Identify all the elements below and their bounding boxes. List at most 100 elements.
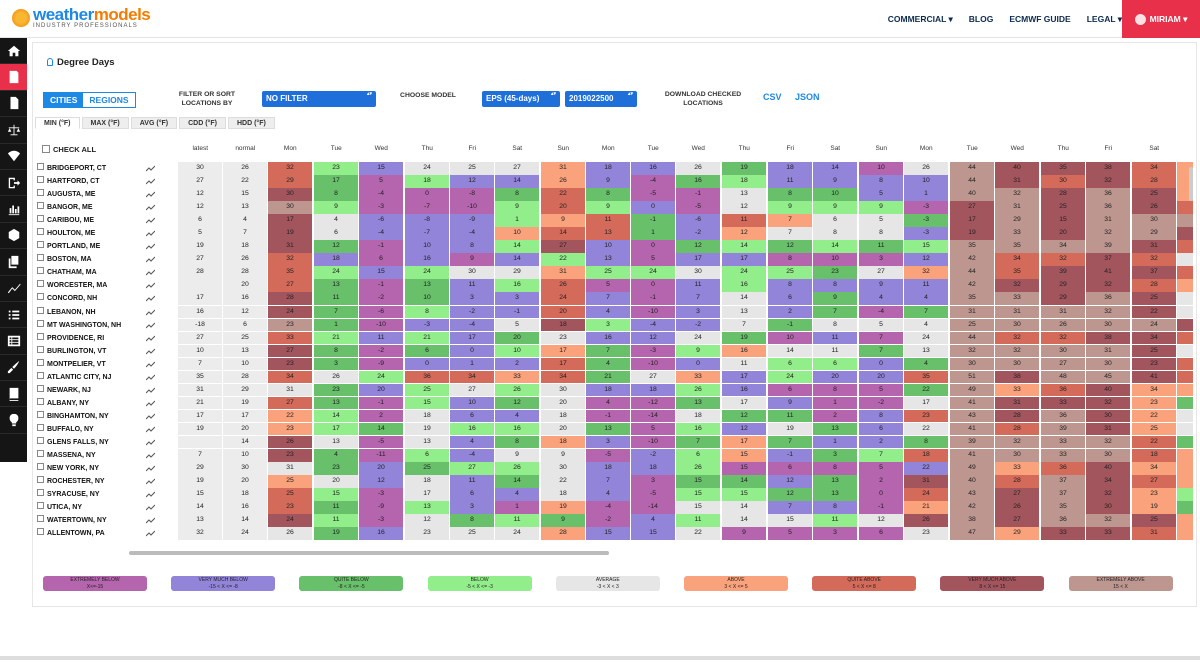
tab-min[interactable]: MIN (°F) [35,117,80,129]
json-download-link[interactable]: JSON [795,92,820,102]
table-cell: 16 [1177,357,1193,371]
trend-chart-icon[interactable] [146,504,155,511]
horizontal-scrollbar[interactable] [33,549,1193,556]
city-checkbox-label[interactable]: NEW YORK, NY [37,462,157,475]
weathermodels-logo[interactable]: weathermodels INDUSTRY PROFESSIONALS [12,6,151,29]
table-cell: 23 [1132,488,1176,501]
tab-max[interactable]: MAX (°F) [81,117,129,129]
city-checkbox-label[interactable]: CARIBOU, ME [37,214,157,227]
city-checkbox-label[interactable]: BURLINGTON, VT [37,345,157,358]
user-menu-button[interactable]: MIRIAM ▾ [1122,0,1200,38]
city-checkbox-label[interactable]: UTICA, NY [37,501,157,514]
trend-chart-icon[interactable] [146,256,155,263]
city-checkbox-label[interactable]: ATLANTIC CITY, NJ [37,371,157,384]
trend-chart-icon[interactable] [146,387,155,394]
trend-chart-icon[interactable] [146,204,155,211]
tab-cdd[interactable]: CDD (°F) [179,117,226,129]
city-checkbox-label[interactable]: ALLENTOWN, PA [37,527,157,540]
trend-chart-icon[interactable] [146,413,155,420]
tab-avg[interactable]: AVG (°F) [130,117,178,129]
trend-chart-icon[interactable] [146,165,155,172]
trend-chart-icon[interactable] [146,478,155,485]
sidebar-item-balance[interactable] [0,117,27,144]
city-checkbox-label[interactable]: HARTFORD, CT [37,175,157,188]
trend-chart-icon[interactable] [146,361,155,368]
city-checkbox-label[interactable]: BANGOR, ME [37,201,157,214]
trend-chart-icon[interactable] [146,452,155,459]
model-select[interactable]: EPS (45-days) [482,90,560,107]
cities-button[interactable]: CITIES [44,93,84,107]
trend-chart-icon[interactable] [146,465,155,472]
city-checkbox-label[interactable]: PORTLAND, ME [37,240,157,253]
trend-chart-icon[interactable] [146,217,155,224]
run-select[interactable]: 2019022500 [565,90,637,107]
trend-chart-icon[interactable] [146,322,155,329]
trend-chart-icon[interactable] [146,491,155,498]
tab-hdd[interactable]: HDD (°F) [227,117,275,129]
bottom-scrollbar[interactable] [0,656,1200,660]
sidebar-item-lightbulb[interactable] [0,407,27,434]
scrollbar-thumb[interactable] [129,551,609,555]
trend-chart-icon[interactable] [146,335,155,342]
sidebar-item-list-alt[interactable] [0,328,27,355]
sidebar-item-globe[interactable] [0,223,27,250]
city-checkbox-label[interactable]: WORCESTER, MA [37,279,157,292]
sidebar-item-report[interactable] [0,64,27,91]
filter-select[interactable]: NO FILTER [262,90,376,107]
trend-chart-icon[interactable] [146,309,155,316]
city-checkbox-label[interactable]: MT WASHINGTON, NH [37,319,157,332]
nav-blog[interactable]: BLOG [968,14,994,24]
city-checkbox-label[interactable]: BOSTON, MA [37,253,157,266]
city-checkbox-label[interactable]: BRIDGEPORT, CT [37,162,157,175]
trend-chart-icon[interactable] [146,230,155,237]
table-cell: 35 [995,240,1039,253]
sidebar-item-exit[interactable] [0,170,27,197]
sidebar-item-book[interactable] [0,381,27,408]
nav-legal[interactable]: LEGAL ▾ [1086,14,1122,24]
city-checkbox-label[interactable]: WATERTOWN, NY [37,514,157,527]
sidebar-item-cloud[interactable] [0,144,27,170]
trend-chart-icon[interactable] [146,530,155,537]
city-checkbox-label[interactable]: PROVIDENCE, RI [37,332,157,345]
city-checkbox-label[interactable]: GLENS FALLS, NY [37,436,157,449]
csv-download-link[interactable]: CSV [763,92,782,102]
regions-button[interactable]: REGIONS [83,93,135,107]
trend-chart-icon[interactable] [146,400,155,407]
sidebar-item-rocket[interactable] [0,355,27,382]
city-checkbox-label[interactable]: CONCORD, NH [37,292,157,305]
trend-chart-icon[interactable] [146,191,155,198]
trend-chart-icon[interactable] [146,178,155,185]
sidebar-item-document[interactable] [0,91,27,118]
sidebar-item-copy[interactable] [0,249,27,276]
city-checkbox-label[interactable]: AUGUSTA, ME [37,188,157,201]
city-checkbox-label[interactable]: BINGHAMTON, NY [37,410,157,423]
city-checkbox-label[interactable]: BUFFALO, NY [37,423,157,436]
city-checkbox-label[interactable]: MONTPELIER, VT [37,358,157,371]
trend-chart-icon[interactable] [146,295,155,302]
trend-chart-icon[interactable] [146,439,155,446]
nav-commercial[interactable]: COMMERCIAL ▾ [887,14,953,24]
trend-chart-icon[interactable] [146,269,155,276]
city-checkbox-label[interactable]: SYRACUSE, NY [37,488,157,501]
trend-chart-icon[interactable] [146,426,155,433]
nav-ecmwf-guide[interactable]: ECMWF GUIDE [1009,14,1071,24]
sidebar-item-list[interactable] [0,302,27,329]
sidebar-item-signal[interactable] [0,276,27,302]
trend-chart-icon[interactable] [146,348,155,355]
table-cell: 9 [813,292,857,305]
trend-chart-icon[interactable] [146,517,155,524]
sidebar-item-bar-chart[interactable] [0,196,27,223]
check-all-checkbox[interactable]: CHECK ALL [42,145,96,154]
city-checkbox-label[interactable]: CHATHAM, MA [37,266,157,279]
city-checkbox-label[interactable]: LEBANON, NH [37,306,157,319]
vertical-scrollbar[interactable] [1189,167,1193,201]
trend-chart-icon[interactable] [146,282,155,289]
city-checkbox-label[interactable]: ALBANY, NY [37,397,157,410]
sidebar-item-home[interactable] [0,38,27,65]
city-checkbox-label[interactable]: MASSENA, NY [37,449,157,462]
trend-chart-icon[interactable] [146,243,155,250]
city-checkbox-label[interactable]: ROCHESTER, NY [37,475,157,488]
trend-chart-icon[interactable] [146,374,155,381]
city-checkbox-label[interactable]: HOULTON, ME [37,227,157,240]
city-checkbox-label[interactable]: NEWARK, NJ [37,384,157,397]
